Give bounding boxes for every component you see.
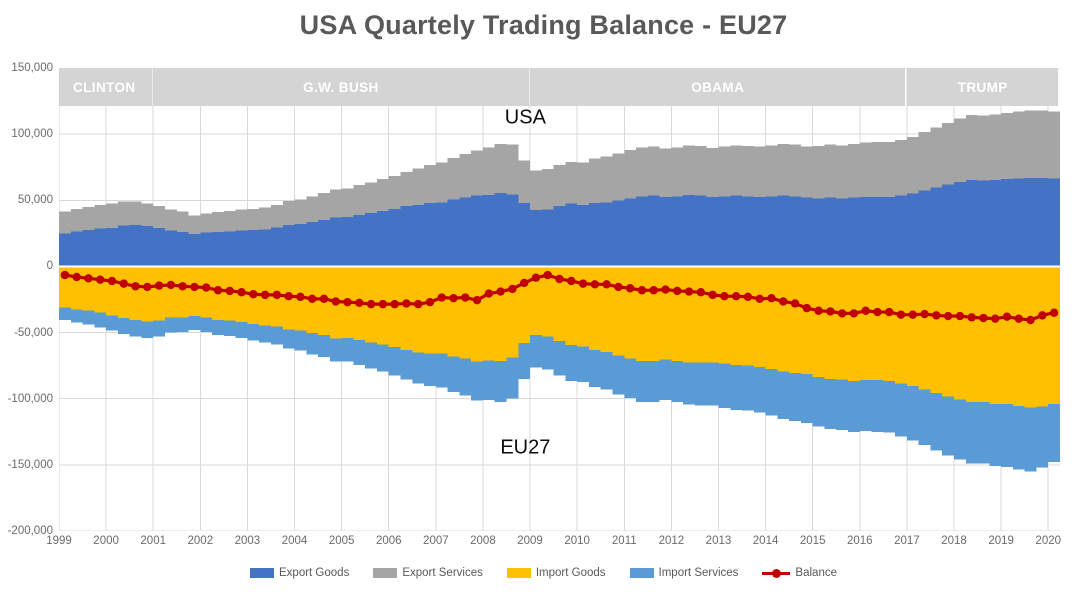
x-axis-labels: 1999 2000 2001 2002 2003 2004 2005 2006 2007 2008… <box>46 535 1062 555</box>
x-axis-tick-label: 2004 <box>281 535 308 547</box>
x-axis-tick-label: 2020 <box>1035 535 1062 547</box>
chart-title: USA Quartely Trading Balance - EU27 <box>299 10 788 40</box>
x-axis-tick-label: 2013 <box>705 535 732 547</box>
x-axis-tick-label: 2003 <box>234 535 261 547</box>
x-axis-tick-label: 2010 <box>564 535 590 547</box>
president-band-obama: OBAMA <box>530 68 906 106</box>
x-axis-tick-label: 2005 <box>328 535 355 547</box>
president-band-g-w-bush: G.W. BUSH <box>153 68 529 106</box>
y-axis-tick-label: 0 <box>46 260 53 273</box>
x-axis-tick-label: 2019 <box>988 535 1014 547</box>
x-axis-tick-label: 2006 <box>375 535 402 547</box>
y-axis-tick-label: -100,000 <box>7 392 53 405</box>
y-axis-tick-label: -200,000 <box>7 525 53 537</box>
y-axis-tick-label: 100,000 <box>11 128 53 141</box>
president-band-trump: TRUMP <box>906 68 1059 106</box>
president-band-label: CLINTON <box>73 79 136 95</box>
president-band-label: OBAMA <box>691 79 745 95</box>
plot-canvas <box>59 68 1060 531</box>
legend-color-swatch <box>629 568 654 578</box>
x-axis-tick-label: 2017 <box>894 535 920 547</box>
legend-label: Import Goods <box>535 567 606 579</box>
legend-label: Export Services <box>402 567 483 579</box>
x-axis-tick-label: 2007 <box>423 535 449 547</box>
chart-annotation-eu27: EU27 <box>500 436 551 459</box>
x-axis-tick-label: 2018 <box>941 535 967 547</box>
x-axis-tick-label: 2016 <box>847 535 873 547</box>
y-axis-tick-label: 50,000 <box>17 194 53 207</box>
legend-color-swatch <box>250 568 274 578</box>
x-axis-tick-label: 2008 <box>470 535 496 547</box>
president-band-clinton: CLINTON <box>59 68 152 106</box>
balance-series <box>60 270 1059 325</box>
president-band-label: G.W. BUSH <box>303 79 379 95</box>
x-axis-tick-label: 2000 <box>93 535 119 547</box>
x-axis-tick-label: 2012 <box>658 535 685 547</box>
legend-item-export-goods[interactable]: Export Goods <box>250 567 349 579</box>
legend-label: Import Services <box>658 567 739 579</box>
x-axis-tick-label: 2001 <box>140 535 166 547</box>
plot-area: CLINTON G.W. BUSH OBAMA TRUMP USA EU27 <box>59 68 1060 531</box>
legend-color-swatch <box>373 568 398 578</box>
legend-label: Export Goods <box>279 567 350 579</box>
legend-item-import-services[interactable]: Import Services <box>629 567 739 579</box>
x-axis-tick-label: 1999 <box>46 535 72 547</box>
legend-item-import-goods[interactable]: Import Goods <box>506 567 606 579</box>
stacked-areas <box>59 110 1060 472</box>
chart-legend: Export Goods Export Services Import Goods I… <box>0 567 1087 579</box>
legend-color-swatch <box>506 568 531 578</box>
legend-label: Balance <box>795 567 837 579</box>
x-axis-tick-label: 2014 <box>752 535 779 547</box>
y-axis-tick-label: -50,000 <box>13 326 53 339</box>
y-axis-tick-label: 150,000 <box>11 62 53 74</box>
legend-line-swatch <box>762 568 791 579</box>
x-axis-tick-label: 2002 <box>187 535 214 547</box>
x-axis-tick-label: 2015 <box>799 535 826 547</box>
y-axis-tick-label: -150,000 <box>7 458 53 471</box>
president-band-label: TRUMP <box>957 79 1008 95</box>
x-axis-tick-label: 2011 <box>611 535 637 547</box>
legend-item-balance[interactable]: Balance <box>762 567 837 579</box>
chart-annotation-usa: USA <box>504 106 546 129</box>
legend-item-export-services[interactable]: Export Services <box>373 567 483 579</box>
x-axis-tick-label: 2009 <box>517 535 543 547</box>
